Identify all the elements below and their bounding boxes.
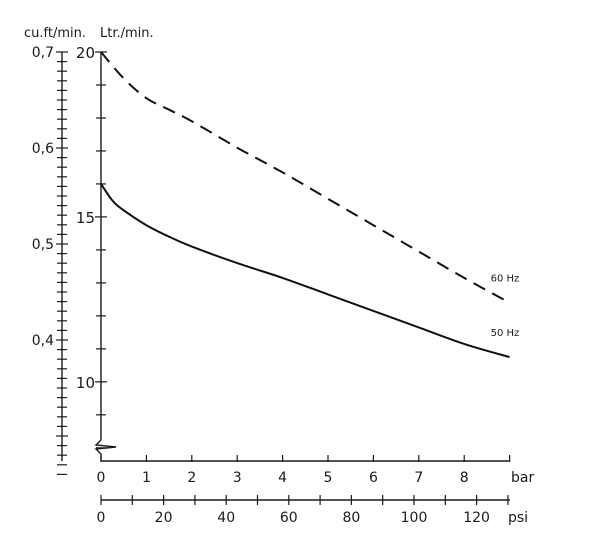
x-psi-tick-label: 80 [342,510,360,526]
x-bar-tick-label: 0 [97,470,106,486]
x-psi-tick-label: 40 [217,510,235,526]
x-axis-label-bar: bar [511,470,534,486]
y-cuft-tick-label: 0,6 [32,141,54,157]
x-bar-tick-label: 6 [369,470,378,486]
x-psi-tick-label: 0 [97,510,106,526]
x-axis-label-psi: psi [508,510,528,526]
x-bar-tick-label: 4 [278,470,287,486]
x-bar-tick-label: 8 [460,470,469,486]
x-psi-tick-label: 60 [280,510,298,526]
x-bar-tick-label: 7 [414,470,423,486]
x-psi-tick-label: 20 [155,510,173,526]
series-label: 50 Hz [491,328,520,339]
x-bar-tick-label: 2 [187,470,196,486]
x-bar-tick-label: 5 [324,470,333,486]
y-axis-label-ltr: Ltr./min. [100,26,154,41]
series-lines [100,51,511,359]
y-axis-break-mark [94,439,117,461]
y-ltr-tick-label: 15 [76,209,95,227]
y-ltr-tick-label: 10 [76,374,95,392]
y-ltr-tick-label: 20 [76,44,95,62]
x-bar-tick-label: 3 [233,470,242,486]
x-psi-tick-label: 100 [401,510,428,526]
series-labels: 60 Hz 50 Hz [491,274,520,339]
series-label: 60 Hz [491,274,520,285]
y-cuft-tick-label: 0,7 [32,45,54,61]
x-psi-tick-label: 120 [463,510,490,526]
series-line-50-hz [100,183,510,359]
y-cuft-tick-label: 0,5 [32,237,54,253]
y-cuft-tick-label: 0,4 [32,333,54,349]
x-bar-tick-label: 1 [142,470,151,486]
y-axis-label-cuft: cu.ft/min. [24,26,86,41]
series-line-60-hz [100,51,511,304]
